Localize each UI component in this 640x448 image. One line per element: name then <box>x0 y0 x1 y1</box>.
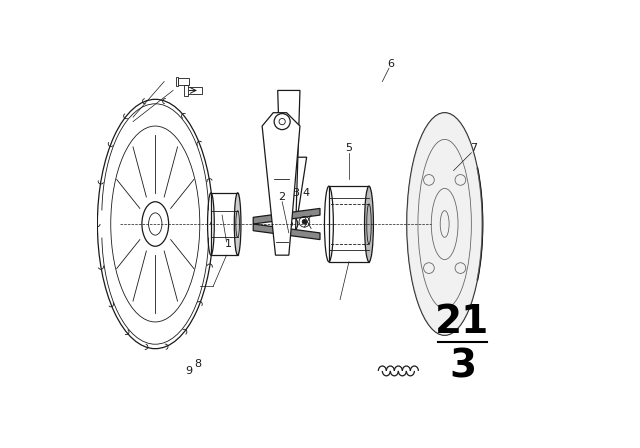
Polygon shape <box>262 113 300 255</box>
Text: 2: 2 <box>278 192 285 202</box>
FancyBboxPatch shape <box>176 77 179 86</box>
Text: 1: 1 <box>225 239 232 249</box>
Text: 6: 6 <box>388 59 395 69</box>
Text: 9: 9 <box>185 366 192 376</box>
Text: 3: 3 <box>449 348 476 385</box>
FancyBboxPatch shape <box>184 85 188 96</box>
Polygon shape <box>253 208 320 224</box>
Circle shape <box>285 220 292 228</box>
Polygon shape <box>278 90 300 233</box>
Text: 4: 4 <box>302 188 309 198</box>
Ellipse shape <box>365 186 373 262</box>
Circle shape <box>302 220 307 224</box>
Ellipse shape <box>407 113 483 335</box>
Text: 5: 5 <box>346 143 353 153</box>
Text: 21: 21 <box>435 303 490 341</box>
Text: 8: 8 <box>194 359 201 369</box>
Polygon shape <box>280 157 307 215</box>
Polygon shape <box>253 224 320 240</box>
Text: 7: 7 <box>470 143 477 153</box>
FancyBboxPatch shape <box>211 193 237 255</box>
FancyBboxPatch shape <box>329 186 369 262</box>
Text: 3: 3 <box>292 188 299 198</box>
FancyBboxPatch shape <box>177 78 189 85</box>
FancyBboxPatch shape <box>186 87 202 94</box>
Ellipse shape <box>234 193 241 255</box>
